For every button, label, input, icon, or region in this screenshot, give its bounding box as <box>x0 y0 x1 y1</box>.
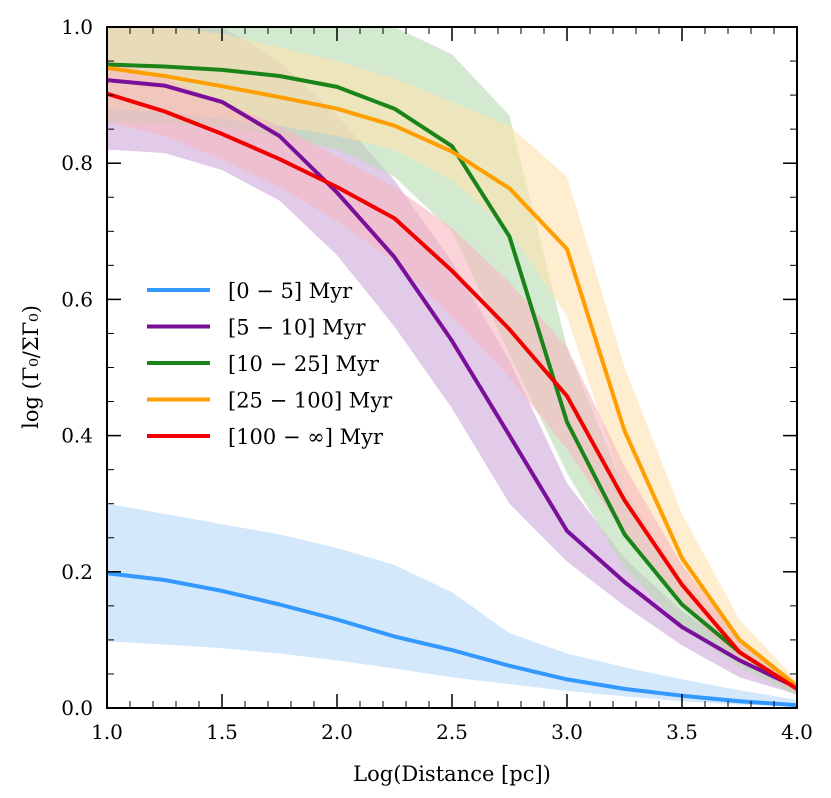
line-series-4 <box>107 91 797 691</box>
y-tick-label: 0.0 <box>61 696 93 720</box>
x-tick-label: 2.0 <box>321 720 353 744</box>
x-tick-label: 4.0 <box>781 720 813 744</box>
y-tick-label: 1.0 <box>61 15 93 39</box>
legend-label-3: [25 − 100] Myr <box>228 389 393 413</box>
x-axis-label: Log(Distance [pc]) <box>353 762 551 786</box>
legend-label-2: [10 − 25] Myr <box>228 352 380 376</box>
x-tick-label: 3.0 <box>551 720 583 744</box>
x-tick-label: 3.5 <box>666 720 698 744</box>
band-series-4 <box>107 61 797 694</box>
band-series-0 <box>107 503 797 707</box>
x-tick-label: 1.5 <box>206 720 238 744</box>
legend-label-0: [0 − 5] Myr <box>228 279 353 303</box>
y-tick-label: 0.4 <box>61 424 93 448</box>
band-series-1 <box>107 27 797 695</box>
y-tick-label: 0.2 <box>61 560 93 584</box>
tick-labels: 1.0 1.5 2.0 2.5 3.0 3.5 4.0 0.0 0.2 0.4 0.6 0.8 1.0 <box>61 15 813 744</box>
legend: [0 − 5] Myr [5 − 10] Myr [10 − 25] Myr [25 … <box>147 279 393 449</box>
y-tick-label: 0.6 <box>61 287 93 311</box>
y-axis-label: log (Γ₀/ΣΓ₀) <box>19 305 43 429</box>
line-series-1 <box>107 78 797 690</box>
x-tick-label: 1.0 <box>91 720 123 744</box>
legend-label-1: [5 − 10] Myr <box>228 316 366 340</box>
y-tick-label: 0.8 <box>61 151 93 175</box>
line-series-2 <box>107 62 797 691</box>
line-series-3 <box>107 65 797 688</box>
x-tick-label: 2.5 <box>436 720 468 744</box>
plot-frame <box>106 26 798 709</box>
legend-label-4: [100 − ∞] Myr <box>228 425 384 449</box>
